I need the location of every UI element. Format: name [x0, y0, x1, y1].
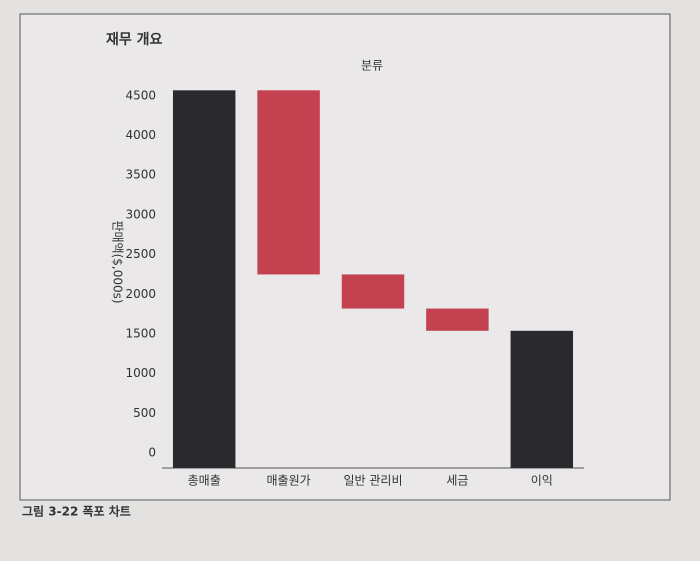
- y-tick-label: 1000: [125, 366, 156, 380]
- chart-title: 재무 개요: [106, 32, 163, 48]
- y-tick-label: 0: [148, 446, 156, 460]
- y-tick-label: 1500: [125, 326, 156, 340]
- figure-caption: 그림 3-22 폭포 차트: [22, 504, 131, 519]
- x-tick-label: 총매출: [188, 474, 221, 488]
- y-tick-label: 3000: [125, 207, 156, 221]
- y-tick-label: 4000: [125, 128, 156, 142]
- y-tick-label: 2500: [125, 247, 156, 261]
- x-tick-label: 일반 관리비: [343, 474, 402, 488]
- bar: [257, 90, 320, 275]
- y-tick-label: 2000: [125, 287, 156, 301]
- x-axis-title: 분류: [361, 59, 383, 73]
- x-tick-label: 매출원가: [267, 474, 311, 488]
- x-tick-label: 세금: [446, 474, 468, 488]
- x-tick-label: 이익: [531, 474, 553, 488]
- bar: [341, 274, 405, 309]
- y-tick-label: 4500: [125, 88, 156, 102]
- y-tick-label: 500: [133, 406, 156, 420]
- y-axis-title: 판매액($,000s): [111, 220, 125, 303]
- y-tick-label: 3500: [125, 168, 156, 182]
- bar: [172, 90, 236, 469]
- bar: [426, 308, 489, 331]
- bar: [510, 330, 574, 468]
